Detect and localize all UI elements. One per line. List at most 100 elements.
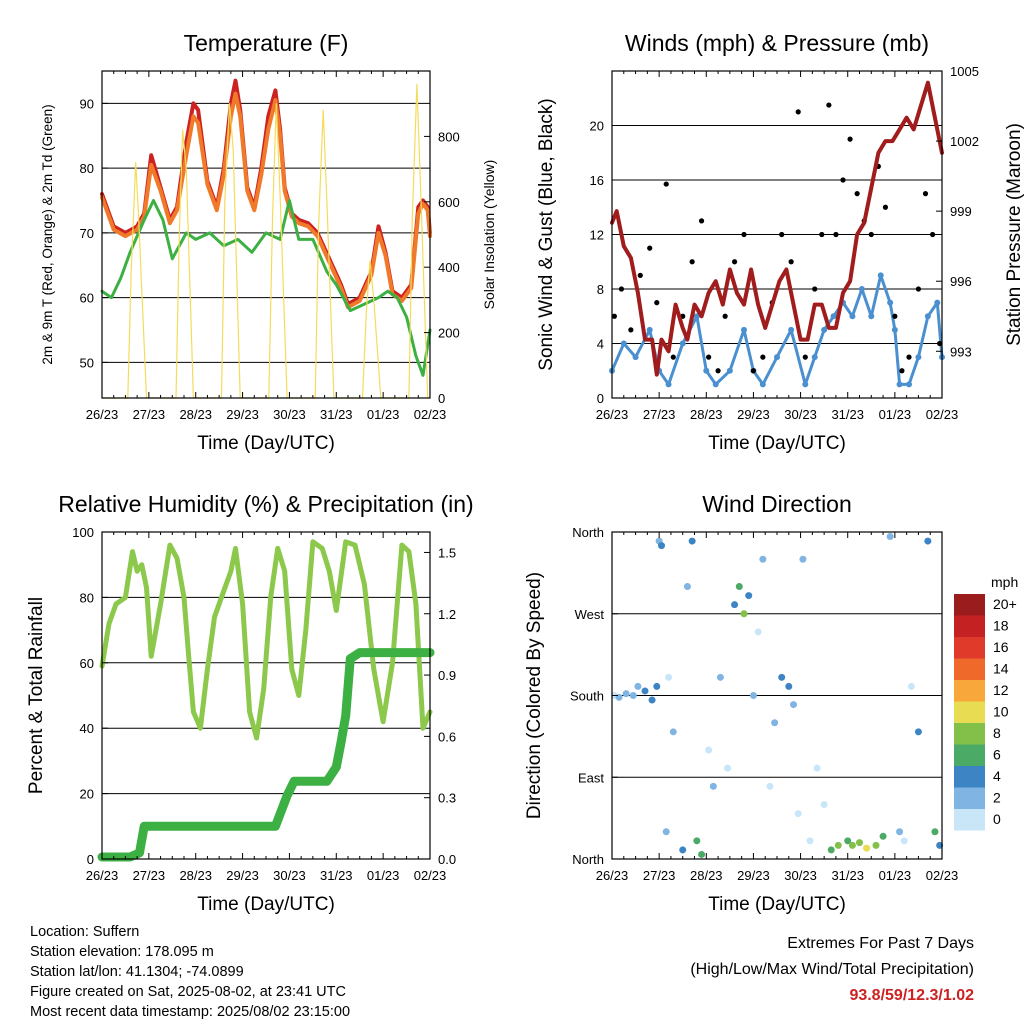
chart-title: Wind Direction: [702, 491, 852, 517]
direction-point: [879, 832, 887, 840]
direction-point: [731, 601, 739, 609]
direction-point: [688, 537, 696, 545]
direction-point: [848, 841, 856, 849]
series-line-station-pressure: [610, 80, 944, 377]
gust-point: [741, 231, 747, 238]
colorbar-label: 4: [993, 768, 1001, 784]
chart-title: Relative Humidity (%) & Precipitation (i…: [58, 491, 473, 517]
gust-point: [840, 177, 846, 183]
y-right-tick-label: 0.3: [438, 791, 456, 806]
y-right-tick-label: 1.2: [438, 607, 456, 622]
gust-point: [637, 272, 643, 278]
x-tick-label: 29/23: [226, 868, 259, 883]
direction-point: [622, 690, 630, 698]
gust-point: [760, 354, 766, 360]
gust-point: [899, 368, 905, 374]
x-tick-label: 29/23: [737, 868, 770, 883]
chart-panel-1: Temperature (F) 26/23 27/23 28/23 29/23 30/23…: [40, 30, 497, 454]
y-tick-label: North: [572, 852, 604, 867]
direction-point: [856, 839, 863, 847]
x-tick-label: 28/23: [690, 868, 723, 883]
direction-point: [820, 801, 828, 808]
y-axis-label: Direction (Colored By Speed): [524, 572, 545, 819]
gust-point: [868, 231, 874, 238]
direction-point: [896, 828, 904, 836]
series-line-2m-td: [100, 199, 432, 377]
gust-point: [698, 218, 705, 224]
y-right-tick-label: 400: [438, 260, 460, 275]
y-tick-label: 50: [80, 355, 94, 370]
direction-point: [778, 673, 786, 681]
x-tick-label: 30/23: [784, 868, 817, 883]
y-tick-label: 100: [72, 525, 94, 540]
direction-point: [669, 728, 677, 736]
direction-point: [827, 846, 835, 854]
x-tick-label: 27/23: [133, 407, 166, 422]
direction-point: [844, 837, 852, 845]
direction-point: [900, 837, 908, 845]
direction-point: [629, 692, 637, 699]
gust-point: [654, 300, 660, 306]
direction-point: [749, 692, 757, 699]
colorbar-label: 20+: [993, 596, 1017, 612]
colorbar-label: 8: [993, 725, 1001, 741]
colorbar-label: 10: [993, 704, 1009, 720]
x-tick-label: 29/23: [737, 407, 770, 422]
y-right-tick-label: 0.9: [438, 668, 456, 683]
direction-point: [785, 682, 793, 690]
gust-point: [611, 313, 617, 319]
y-axis-label: Sonic Wind & Gust (Blue, Black): [536, 98, 557, 370]
gust-point: [715, 368, 721, 374]
y-tick-label: 20: [80, 787, 94, 802]
gust-point: [937, 340, 943, 347]
direction-point: [759, 555, 767, 563]
colorbar-label: 14: [993, 661, 1009, 677]
x-tick-label: 30/23: [784, 407, 817, 422]
y-tick-label: 12: [590, 228, 604, 243]
gust-point: [788, 259, 794, 265]
y-axis-label: Percent & Total Rainfall: [26, 597, 47, 794]
direction-point: [914, 728, 922, 736]
direction-point: [740, 610, 748, 618]
y-right-tick-label: 1.5: [438, 545, 456, 560]
direction-point: [735, 583, 743, 590]
series-line-9m-t: [100, 91, 432, 310]
y-tick-label: 70: [80, 226, 94, 241]
chart-title: Temperature (F): [184, 30, 349, 56]
gust-point: [706, 354, 712, 360]
colorbar-swatch: [954, 744, 985, 766]
direction-point: [766, 782, 774, 790]
direction-point: [698, 850, 706, 858]
gust-point: [731, 259, 738, 265]
direction-point: [641, 687, 649, 695]
gust-point: [670, 354, 676, 360]
footer-latlon: Station lat/lon: 41.1304; -74.0899: [30, 964, 244, 980]
direction-point: [658, 542, 665, 550]
x-tick-label: 26/23: [596, 407, 629, 422]
direction-point: [907, 682, 915, 690]
direction-point: [771, 719, 779, 727]
x-tick-label: 01/23: [879, 407, 912, 422]
x-tick-label: 28/23: [690, 407, 723, 422]
colorbar-swatch: [954, 723, 985, 745]
y-tick-label: West: [575, 607, 605, 622]
series-line-2m-t: [100, 78, 432, 307]
x-tick-label: 28/23: [179, 868, 212, 883]
y-right-tick-label: 996: [950, 274, 972, 289]
y-axis-label-right: Solar Insolation (Yellow): [481, 160, 497, 310]
direction-point: [648, 696, 656, 704]
y-tick-label: 40: [80, 721, 94, 736]
gust-point: [915, 286, 922, 292]
y-tick-label: 4: [597, 337, 604, 352]
direction-point: [806, 837, 814, 845]
y-tick-label: 80: [80, 590, 94, 605]
gust-point: [779, 231, 785, 238]
gust-point: [847, 136, 853, 142]
series-line-sonic-wind: [610, 273, 944, 386]
direction-point: [665, 673, 673, 681]
y-tick-label: 0: [87, 852, 94, 867]
y-right-tick-label: 0: [438, 391, 445, 406]
gust-point: [618, 286, 625, 292]
y-tick-label: East: [578, 770, 604, 785]
colorbar-swatch: [954, 701, 985, 723]
